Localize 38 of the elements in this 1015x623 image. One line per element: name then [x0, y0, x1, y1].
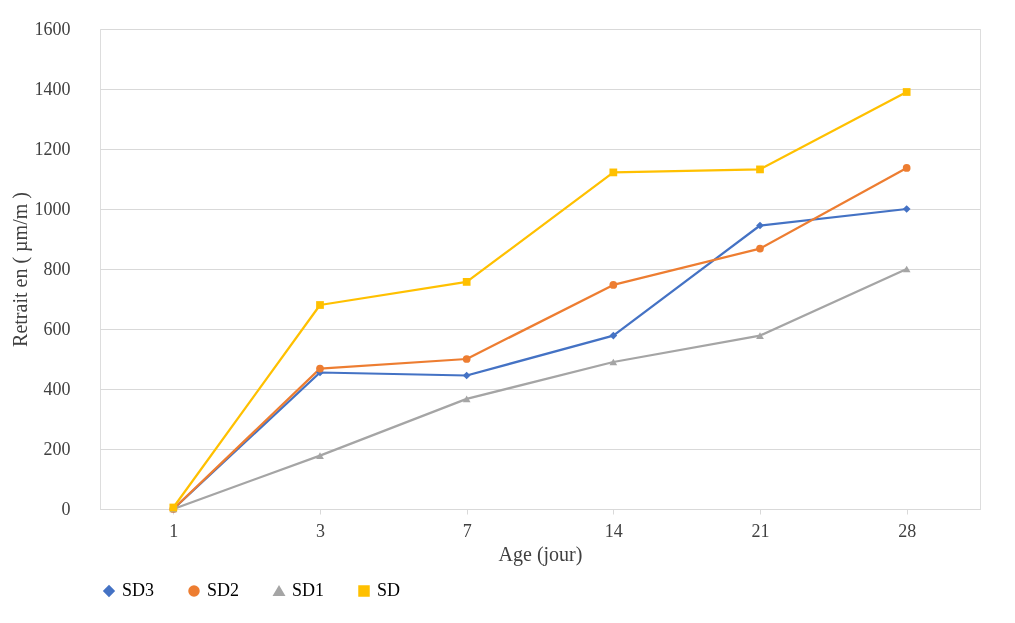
- legend-label: SD: [377, 580, 401, 600]
- point: [756, 244, 764, 253]
- point: [462, 371, 471, 380]
- point: [462, 395, 471, 403]
- x-tick-label: 7: [462, 520, 472, 541]
- point: [462, 355, 471, 363]
- point: [462, 278, 471, 286]
- y-axis-title: Retrait en ( µm/m ): [8, 192, 32, 347]
- x-tick-label: 1: [169, 520, 179, 541]
- point: [756, 332, 764, 339]
- y-tick-label: 1400: [34, 78, 71, 99]
- y-tick-label: 1200: [34, 138, 71, 159]
- point: [316, 364, 324, 373]
- y-tick-label: 400: [43, 378, 71, 399]
- y-tick-label: 800: [43, 258, 71, 279]
- legend-label: SD1: [292, 580, 325, 600]
- point: [609, 281, 618, 289]
- y-tick-label: 1600: [34, 18, 71, 39]
- x-tick-label: 14: [604, 520, 623, 541]
- legend-label: SD2: [207, 580, 240, 600]
- point: [756, 165, 764, 174]
- y-tick-label: 1000: [34, 198, 71, 219]
- point: [902, 205, 911, 213]
- point: [316, 452, 324, 459]
- y-tick-label: 200: [43, 438, 71, 459]
- point: [609, 168, 618, 177]
- point: [902, 88, 911, 96]
- point: [316, 301, 324, 309]
- y-tick-label: 600: [43, 318, 71, 339]
- point: [609, 331, 618, 340]
- x-tick-label: 28: [898, 520, 917, 541]
- x-tick-label: 3: [316, 520, 325, 541]
- legend-label: SD3: [122, 580, 155, 600]
- x-axis-title: Age (jour): [498, 542, 583, 566]
- point: [902, 164, 911, 172]
- y-tick-label: 0: [61, 498, 71, 519]
- x-tick-label: 21: [751, 520, 770, 541]
- point: [756, 221, 764, 230]
